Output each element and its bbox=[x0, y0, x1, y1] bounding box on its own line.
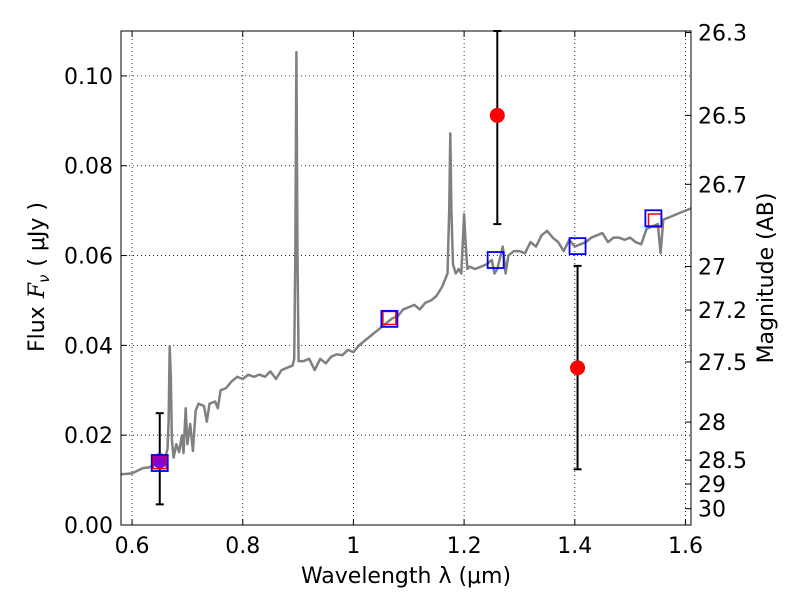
y-axis-label-symbol: F bbox=[25, 282, 50, 299]
error-bars bbox=[155, 30, 582, 506]
x-tick-label: 0.6 bbox=[115, 534, 150, 559]
right-tick-label: 29 bbox=[698, 473, 726, 498]
right-tick-label: 27 bbox=[698, 256, 726, 281]
y-tick-label: 0.00 bbox=[64, 514, 113, 539]
right-tick-label: 26.7 bbox=[698, 173, 747, 198]
right-tick-label: 30 bbox=[698, 498, 726, 523]
model-band-square bbox=[150, 454, 169, 472]
markers bbox=[150, 107, 663, 472]
right-tick-label: 26.3 bbox=[698, 22, 747, 47]
y-axis-label-text: Flux bbox=[25, 306, 50, 352]
observed-point bbox=[152, 453, 168, 469]
right-tick-label: 26.5 bbox=[698, 104, 747, 129]
model-band-square bbox=[380, 309, 399, 328]
plot-frame bbox=[120, 30, 692, 526]
grid bbox=[121, 31, 691, 525]
right-tick-label: 28.5 bbox=[698, 449, 747, 474]
axes: 0.6 0.8 1 1.2 1.4 1.6 0.00 0.02 0.04 0.06 0.08 0.10… bbox=[64, 22, 747, 559]
right-axis-label: Magnitude (AB) bbox=[754, 193, 779, 364]
y-tick-label: 0.04 bbox=[64, 334, 113, 359]
y-tick-label: 0.06 bbox=[64, 245, 113, 270]
x-axis-label: Wavelength λ (μm) bbox=[301, 564, 511, 589]
x-tick-label: 1.2 bbox=[447, 534, 482, 559]
y-tick-label: 0.02 bbox=[64, 424, 113, 449]
x-tick-label: 1 bbox=[346, 534, 360, 559]
right-tick-label: 28 bbox=[698, 411, 726, 436]
x-tick-label: 1.6 bbox=[668, 534, 703, 559]
model-band-square bbox=[486, 251, 505, 269]
x-tick-label: 1.4 bbox=[557, 534, 592, 559]
model-band-square bbox=[568, 237, 587, 256]
y-tick-label: 0.10 bbox=[64, 65, 113, 90]
spectrum-line bbox=[121, 50, 691, 476]
y-axis-label-subscript: ν bbox=[35, 275, 53, 283]
x-tick-label: 0.8 bbox=[225, 534, 260, 559]
y-axis-label-unit: ( μJy ) bbox=[25, 202, 50, 267]
right-tick-label: 27.2 bbox=[698, 299, 747, 324]
model-band-square bbox=[644, 209, 663, 228]
right-tick-label: 27.5 bbox=[698, 351, 747, 376]
observed-point bbox=[489, 107, 505, 123]
observed-point bbox=[570, 360, 586, 376]
y-tick-label: 0.08 bbox=[64, 155, 113, 180]
y-axis-label: Flux Fν ( μJy ) bbox=[25, 202, 53, 352]
plot-area bbox=[121, 50, 691, 476]
